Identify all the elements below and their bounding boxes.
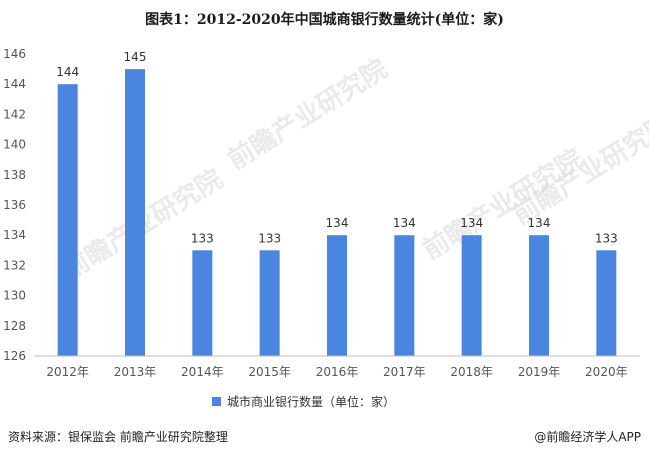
data-label: 133 [258, 231, 281, 245]
y-tick-label: 126 [3, 349, 26, 363]
bar [259, 250, 280, 356]
data-label: 134 [326, 216, 349, 230]
watermarks: 前瞻产业研究院前瞻产业研究院前瞻产业研究院前瞻产业研究院 [57, 53, 649, 286]
bar [327, 235, 347, 356]
x-tick-label: 2019年 [518, 365, 561, 379]
y-tick-label: 136 [3, 198, 26, 212]
x-tick-label: 2017年 [383, 365, 426, 379]
bar [125, 69, 145, 356]
y-axis: 126 128 130 132 134 136 138 140 142 144 146 [3, 47, 26, 363]
x-tick-label: 2012年 [46, 365, 89, 379]
bar [596, 250, 617, 356]
bar [461, 235, 482, 356]
x-tick-label: 2014年 [181, 365, 224, 379]
legend-swatch [212, 397, 221, 406]
y-tick-label: 144 [3, 77, 26, 91]
y-tick-label: 146 [3, 47, 26, 61]
bar [529, 235, 549, 356]
data-label: 133 [191, 231, 214, 245]
y-tick-label: 138 [3, 168, 26, 182]
data-label: 134 [393, 216, 416, 230]
data-label: 134 [528, 216, 551, 230]
x-tick-label: 2018年 [450, 365, 493, 379]
x-axis: 2012年 2013年 2014年 2015年 2016年 2017年 2018年 2019年… [34, 355, 640, 379]
data-labels: 144 145 133 133 134 134 134 134 133 [56, 50, 618, 245]
data-label: 134 [460, 216, 483, 230]
chart-title: 图表1：2012-2020年中国城商银行数量统计(单位：家) [145, 11, 504, 28]
bar [394, 235, 415, 356]
data-label: 144 [56, 65, 79, 79]
y-tick-label: 140 [3, 138, 26, 152]
y-tick-label: 134 [3, 228, 26, 242]
legend-label: 城市商业银行数量（单位：家） [227, 394, 395, 409]
bar [57, 84, 78, 356]
data-label: 133 [595, 231, 618, 245]
watermark-text: 前瞻产业研究院 [222, 53, 393, 176]
x-tick-label: 2013年 [114, 365, 157, 379]
x-tick-label: 2020年 [585, 365, 628, 379]
y-tick-label: 132 [3, 258, 26, 272]
source-note: 资料来源：银保监会 前瞻产业研究院整理 [8, 429, 228, 444]
legend: 城市商业银行数量（单位：家） [212, 394, 395, 409]
data-label: 145 [124, 50, 147, 64]
y-tick-label: 130 [3, 289, 26, 303]
x-tick-label: 2016年 [316, 365, 359, 379]
watermark-text: 前瞻产业研究院 [507, 108, 649, 231]
x-tick-label: 2015年 [248, 365, 291, 379]
bar [192, 250, 213, 356]
y-tick-label: 142 [3, 107, 26, 121]
bars [57, 69, 617, 356]
y-tick-label: 128 [3, 319, 26, 333]
brand-label: @前瞻经济学人APP [534, 429, 641, 444]
